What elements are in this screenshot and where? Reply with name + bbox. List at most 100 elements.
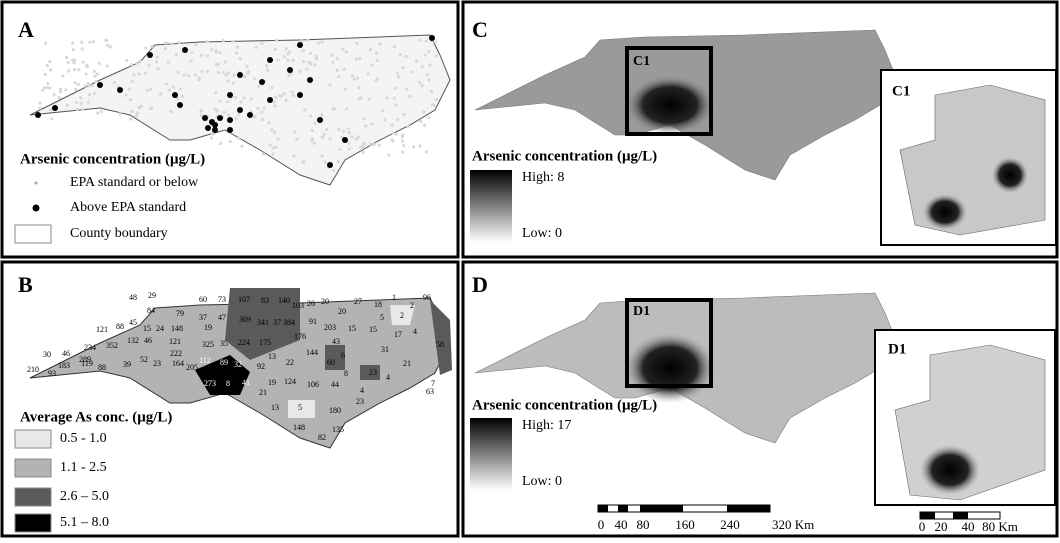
point [105, 39, 108, 42]
point [97, 82, 103, 88]
point [286, 52, 289, 55]
point [90, 84, 93, 87]
point [209, 119, 215, 125]
point [88, 93, 91, 96]
point [200, 109, 203, 112]
point [219, 51, 222, 54]
point [144, 46, 147, 49]
point [226, 100, 229, 103]
point [412, 145, 415, 148]
point [368, 98, 371, 101]
point [214, 108, 217, 111]
point [202, 115, 208, 121]
point [355, 58, 358, 61]
point [313, 142, 316, 145]
county-label: 19 [268, 378, 276, 387]
point [198, 76, 201, 79]
county-label: 24 [156, 324, 164, 333]
county-label: 124 [284, 377, 296, 386]
county-label: 88 [98, 363, 106, 372]
point [135, 62, 138, 65]
point [305, 67, 308, 70]
county-label: 91 [309, 317, 317, 326]
point [67, 61, 70, 64]
point [74, 81, 77, 84]
point [401, 139, 404, 142]
point [269, 144, 272, 147]
county-label: 289 [79, 355, 91, 364]
county-label: 5 [298, 403, 302, 412]
point [284, 99, 287, 102]
legend-item: 0.5 - 1.0 [60, 431, 107, 446]
point [423, 124, 426, 127]
point [395, 132, 398, 135]
point [287, 74, 290, 77]
point [332, 169, 335, 172]
legend-item: Above EPA standard [70, 200, 186, 215]
county-label: 46 [144, 336, 152, 345]
point [46, 64, 49, 67]
point [75, 101, 78, 104]
point [317, 117, 323, 123]
point [80, 102, 83, 105]
point [270, 128, 273, 131]
point [375, 52, 378, 55]
point [378, 144, 381, 147]
county-label: 46 [62, 349, 70, 358]
point [155, 60, 158, 63]
county-label: 203 [324, 323, 336, 332]
point [361, 146, 364, 149]
point [260, 42, 263, 45]
point [222, 111, 225, 114]
point [255, 46, 258, 49]
county-label: 17 [394, 330, 402, 339]
point [401, 135, 404, 138]
point [81, 47, 84, 50]
point [253, 77, 256, 80]
point [138, 59, 141, 62]
inset-label: D1 [888, 341, 906, 357]
point [342, 130, 345, 133]
point [329, 137, 332, 140]
county-label: 43 [332, 337, 340, 346]
point [313, 122, 316, 125]
county-label: 176 [294, 332, 306, 341]
county-label: 132 [127, 336, 139, 345]
county-label: 21 [259, 388, 267, 397]
legend-item: 1.1 - 2.5 [60, 460, 107, 475]
point [344, 88, 347, 91]
point [131, 80, 134, 83]
point [408, 95, 411, 98]
county-label: 180 [329, 406, 341, 415]
point [427, 50, 430, 53]
point [418, 144, 421, 147]
county-label: 84 [147, 306, 155, 315]
county-label: 30 [43, 350, 51, 359]
scale-label: 40 [615, 517, 628, 532]
point [59, 88, 62, 91]
point [425, 150, 428, 153]
point [237, 113, 240, 116]
point [402, 144, 405, 147]
point [295, 138, 298, 141]
point [392, 132, 395, 135]
point [149, 88, 152, 91]
point [292, 94, 295, 97]
point [285, 47, 288, 50]
point [297, 42, 303, 48]
point [217, 115, 223, 121]
point [93, 70, 96, 73]
point [52, 93, 55, 96]
point [337, 128, 340, 131]
point [422, 110, 425, 113]
county-label: 148 [293, 423, 305, 432]
county-label: 96 [423, 293, 431, 302]
point [147, 52, 153, 58]
point [428, 63, 431, 66]
point [411, 70, 414, 73]
point [41, 89, 44, 92]
county-label: 224 [238, 338, 250, 347]
county-label: 222 [170, 349, 182, 358]
county-label: 15 [369, 325, 377, 334]
county-label: 183 [58, 361, 70, 370]
